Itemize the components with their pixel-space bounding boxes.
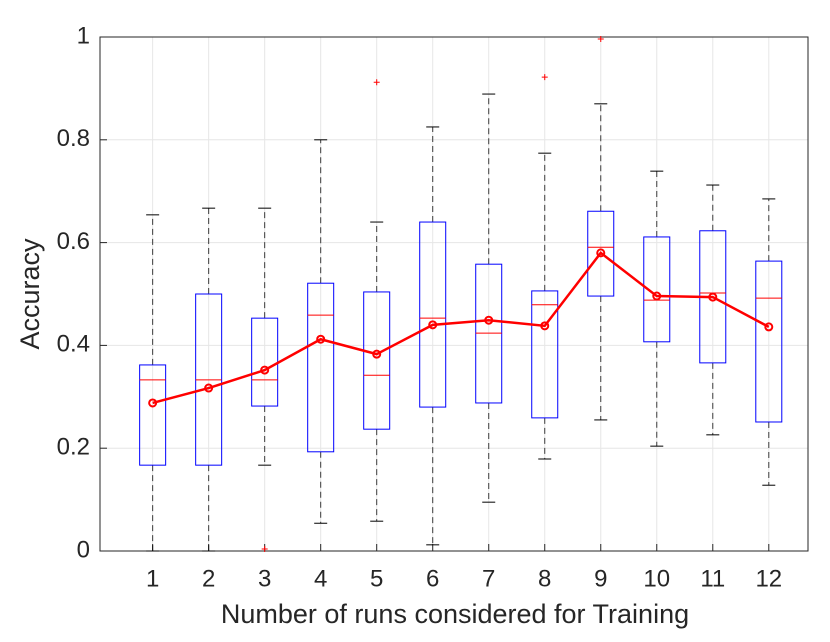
mean-marker <box>540 321 550 331</box>
y-tick-label: 1 <box>77 22 90 49</box>
box <box>755 260 783 423</box>
mean-marker <box>596 248 606 258</box>
y-tick-label: 0.2 <box>57 434 90 461</box>
x-tick-label: 7 <box>482 565 495 592</box>
mean-marker <box>652 291 662 301</box>
x-tick-label: 1 <box>146 565 159 592</box>
box <box>475 263 503 404</box>
x-tick-label: 12 <box>755 565 782 592</box>
mean-marker <box>708 292 718 302</box>
mean-marker <box>372 349 382 359</box>
x-tick-label: 11 <box>700 565 725 592</box>
x-tick-label: 3 <box>258 565 271 592</box>
x-tick-label: 5 <box>370 565 383 592</box>
box <box>139 364 167 466</box>
x-tick-label: 10 <box>643 565 670 592</box>
box <box>643 236 671 343</box>
axes-frame <box>99 36 809 552</box>
outlier <box>597 36 604 43</box>
box <box>587 210 615 297</box>
box <box>363 291 391 430</box>
mean-marker <box>428 320 438 330</box>
x-axis-label: Number of runs considered for Training <box>221 599 689 629</box>
x-tick-label: 9 <box>594 565 607 592</box>
x-tick-label: 4 <box>314 565 327 592</box>
y-tick-label: 0.8 <box>57 125 90 152</box>
mean-line <box>152 251 770 405</box>
mean-marker <box>204 383 214 393</box>
mean-marker <box>484 315 494 325</box>
box <box>307 282 335 453</box>
outlier <box>541 74 548 81</box>
x-tick-label: 8 <box>538 565 551 592</box>
mean-marker <box>764 322 774 332</box>
y-tick-label: 0 <box>77 536 90 563</box>
y-axis-label: Accuracy <box>15 238 45 350</box>
mean-marker <box>148 398 158 408</box>
plot-area: 00.20.40.60.811 2 3 4 5 6 7 8 9 10 11 12 <box>57 22 809 592</box>
y-tick-label: 0.6 <box>57 228 90 255</box>
x-tick-label: 6 <box>426 565 439 592</box>
y-tick-label: 0.4 <box>57 331 90 358</box>
box <box>531 290 559 419</box>
mean-marker <box>316 334 326 344</box>
mean-marker <box>260 365 270 375</box>
outlier <box>373 79 380 86</box>
box <box>419 221 447 408</box>
outlier <box>261 545 268 552</box>
x-tick-label: 2 <box>202 565 215 592</box>
